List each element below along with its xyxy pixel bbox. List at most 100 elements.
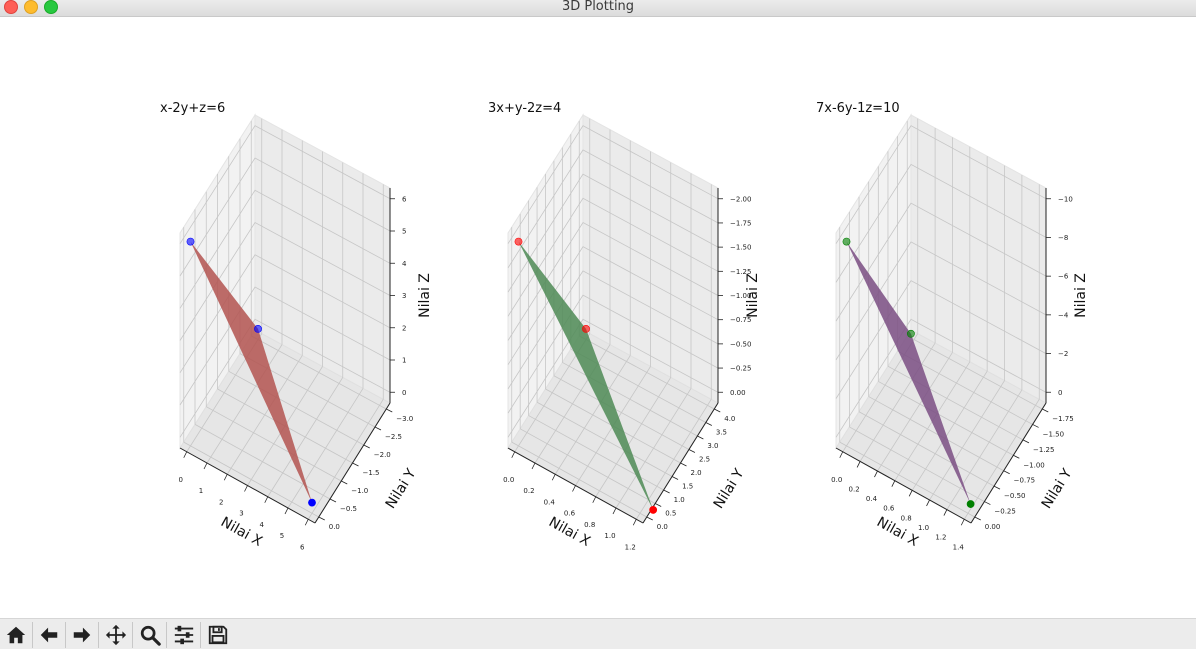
- y-tick-label: −2.5: [385, 433, 402, 441]
- y-tick-label: 4.0: [724, 415, 735, 423]
- y-axis-label: Nilai Y: [1039, 466, 1076, 512]
- forward-button[interactable]: [66, 621, 97, 649]
- grid-line: [507, 125, 719, 244]
- y-tick: [386, 408, 393, 413]
- figure-canvas[interactable]: 0 1 2 3 4 5 6 0.0 −0.5 −1.0 −1.5 −2.0 −2.5 −3.0 0 1 2 3 4 5…: [0, 17, 1196, 617]
- intercept-point: [966, 500, 975, 508]
- minimize-window-button[interactable]: [24, 0, 38, 14]
- y-tick-label: −0.5: [340, 505, 357, 513]
- x-axis-line: [835, 447, 972, 524]
- grid-line: [835, 125, 1047, 244]
- grid-line: [536, 401, 673, 477]
- y-tick-label: 3.0: [707, 442, 718, 450]
- grid-line: [835, 280, 1047, 399]
- z-tick-label: −1.75: [730, 219, 751, 227]
- navigation-toolbar: [0, 618, 1196, 649]
- z-tick-label: −0.25: [730, 365, 751, 373]
- grid-line: [179, 254, 391, 374]
- grid-line: [929, 380, 1005, 501]
- intercept-point: [582, 324, 590, 333]
- x-tick: [632, 519, 637, 526]
- y-tick: [705, 422, 712, 426]
- x-tick-label: 3: [239, 510, 243, 518]
- grid-line: [179, 286, 391, 406]
- grid-line: [228, 370, 364, 446]
- grid-line: [963, 399, 1040, 520]
- y-axis-line: [970, 402, 1047, 524]
- axes-title: x-2y+z=6: [160, 101, 225, 116]
- axes3d-2: 0.0 0.2 0.4 0.6 0.8 1.0 1.2 0.0 0.5 1.0 1.5 2.0 2.5 3…: [488, 101, 761, 551]
- grid-line: [183, 441, 319, 518]
- x-tick: [874, 470, 878, 478]
- x-tick: [960, 519, 965, 526]
- axes3d-1: 0 1 2 3 4 5 6 0.0 −0.5 −1.0 −1.5 −2.0 −2.5 −3.0 0 1 2 3 4 5…: [160, 101, 433, 551]
- y-tick-label: −1.50: [1043, 430, 1064, 438]
- x-tick: [223, 474, 228, 481]
- grid-line: [507, 173, 719, 293]
- y-tick: [329, 498, 337, 503]
- x-axis-label: Nilai X: [546, 514, 593, 550]
- zoom-button[interactable]: [134, 621, 165, 649]
- grid-line: [877, 352, 953, 472]
- x-tick-label: 1.0: [604, 532, 615, 540]
- z-tick-label: 3: [402, 292, 406, 300]
- y-tick-label: 2.5: [699, 456, 710, 464]
- intercept-point: [254, 324, 262, 333]
- back-button[interactable]: [33, 621, 64, 649]
- intercept-point: [514, 237, 523, 246]
- y-tick: [974, 516, 981, 521]
- configure-subplots-button[interactable]: [168, 621, 199, 649]
- save-button[interactable]: [202, 621, 233, 649]
- grid-line: [251, 335, 387, 410]
- x-tick: [891, 480, 896, 487]
- y-tick-label: −0.25: [994, 508, 1015, 516]
- grid-line: [179, 125, 391, 244]
- x-tick-label: 0.4: [544, 498, 556, 506]
- y-tick-label: −3.0: [396, 415, 413, 423]
- x-tick: [264, 496, 269, 503]
- grid-line: [507, 270, 719, 390]
- figure-svg: 0 1 2 3 4 5 6 0.0 −0.5 −1.0 −1.5 −2.0 −2.5 −3.0 0 1 2 3 4 5…: [160, 101, 1089, 551]
- y-tick: [1003, 470, 1010, 475]
- x-tick: [612, 507, 617, 515]
- z-tick-label: 5: [402, 228, 406, 236]
- plane-surface: [846, 241, 971, 504]
- z-tick-label: 2: [402, 324, 406, 332]
- x-tick-label: 0.6: [564, 510, 576, 518]
- grid-line: [507, 197, 719, 317]
- intercept-point: [186, 237, 195, 246]
- z-tick-label: −2: [1058, 350, 1068, 358]
- z-tick-label: −2.00: [730, 195, 751, 203]
- grid-line: [946, 389, 1023, 510]
- z-tick-label: −0.50: [730, 340, 751, 348]
- forward-arrow-icon: [73, 627, 90, 643]
- z-axis-label: Nilai Z: [417, 273, 433, 318]
- grid-line: [859, 342, 936, 462]
- z-tick-label: −1.50: [730, 244, 751, 252]
- z-tick-label: −4: [1058, 311, 1069, 319]
- grid-line: [206, 406, 342, 482]
- y-tick-label: 0.0: [657, 523, 668, 531]
- y-tick-label: 0.00: [985, 523, 1001, 531]
- save-icon: [208, 625, 227, 645]
- grid-line: [835, 241, 1047, 361]
- x-tick-label: 0.8: [901, 514, 912, 522]
- grid-line: [835, 202, 1047, 322]
- grid-line: [878, 381, 1014, 456]
- grid-line: [835, 163, 1047, 283]
- grid-line: [835, 318, 1047, 438]
- y-tick-label: −1.75: [1052, 415, 1073, 423]
- pan-button[interactable]: [100, 621, 131, 649]
- y-tick-label: −1.25: [1033, 446, 1054, 454]
- axes-title: 3x+y-2z=4: [488, 101, 561, 116]
- x-tick: [592, 496, 597, 503]
- grid-line: [507, 294, 719, 414]
- y-tick: [363, 444, 370, 449]
- y-axis-label: Nilai Y: [711, 466, 748, 512]
- close-window-button[interactable]: [4, 0, 18, 14]
- x-tick-label: 0.8: [584, 521, 595, 529]
- maximize-window-button[interactable]: [44, 0, 58, 14]
- z-tick-label: 0: [1058, 389, 1062, 397]
- grid-line: [907, 335, 1043, 410]
- home-button[interactable]: [0, 621, 31, 649]
